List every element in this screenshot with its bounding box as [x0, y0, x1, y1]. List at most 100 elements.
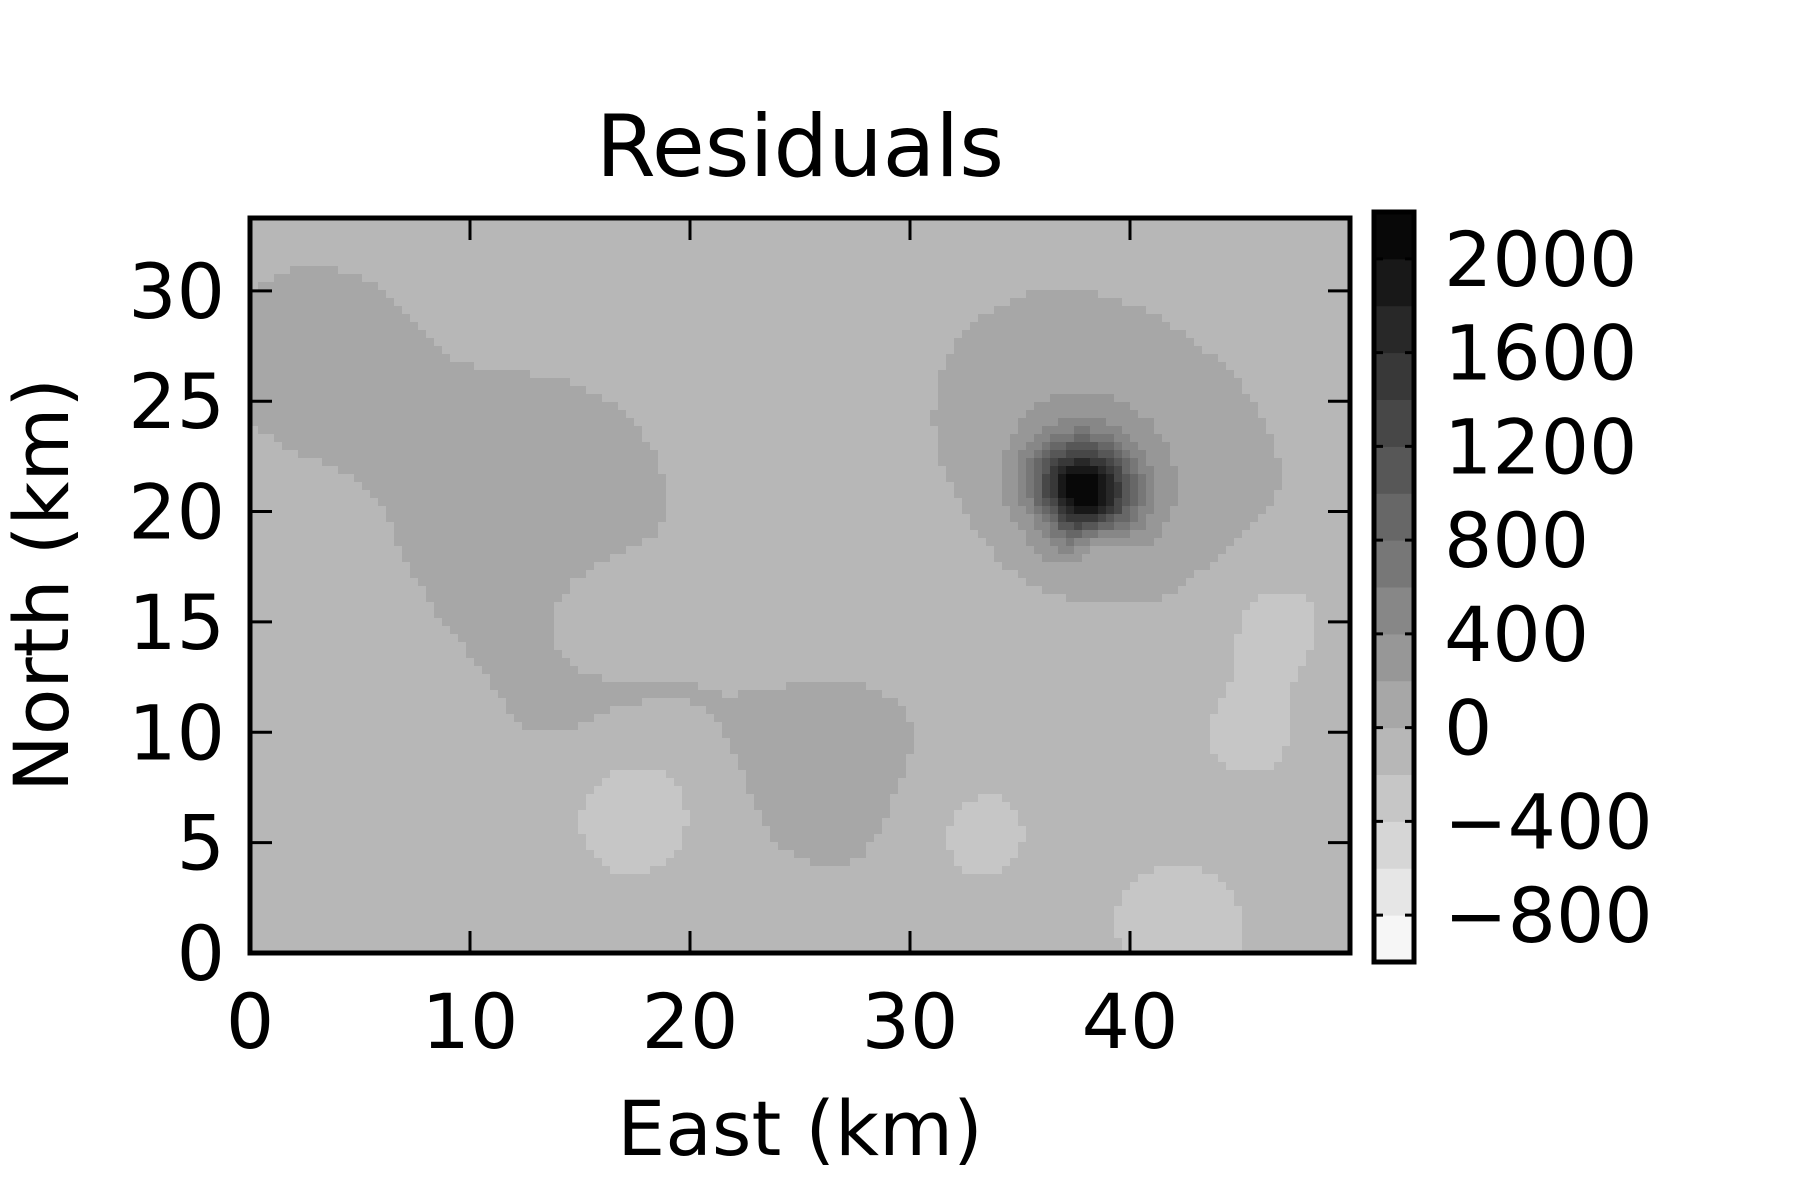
- contour-cell: [682, 226, 691, 235]
- contour-cell: [674, 218, 683, 227]
- contour-cell: [1042, 250, 1051, 259]
- contour-cell: [850, 298, 859, 307]
- contour-cell: [514, 226, 523, 235]
- contour-cell: [450, 370, 459, 379]
- contour-cell: [826, 490, 835, 499]
- contour-cell: [466, 242, 475, 251]
- contour-cell: [594, 490, 603, 499]
- contour-cell: [1330, 314, 1339, 323]
- contour-cell: [602, 226, 611, 235]
- contour-cell: [1122, 298, 1131, 307]
- contour-cell: [266, 306, 275, 315]
- contour-cell: [634, 402, 643, 411]
- contour-cell: [994, 346, 1003, 355]
- contour-cell: [1010, 258, 1019, 267]
- contour-cell: [1338, 466, 1347, 475]
- contour-cell: [882, 418, 891, 427]
- contour-cell: [1186, 370, 1195, 379]
- contour-cell: [258, 266, 267, 275]
- contour-cell: [522, 386, 531, 395]
- contour-cell: [474, 434, 483, 443]
- contour-cell: [298, 242, 307, 251]
- contour-cell: [794, 274, 803, 283]
- contour-cell: [1114, 490, 1123, 499]
- contour-cell: [858, 346, 867, 355]
- contour-cell: [818, 322, 827, 331]
- contour-cell: [898, 474, 907, 483]
- contour-cell: [1330, 410, 1339, 419]
- contour-cell: [1122, 258, 1131, 267]
- contour-cell: [1066, 458, 1075, 467]
- contour-cell: [1082, 450, 1091, 459]
- contour-cell: [1250, 410, 1259, 419]
- contour-cell: [298, 442, 307, 451]
- contour-cell: [1330, 442, 1339, 451]
- contour-cell: [578, 426, 587, 435]
- contour-cell: [682, 410, 691, 419]
- contour-cell: [650, 402, 659, 411]
- contour-cell: [1202, 442, 1211, 451]
- contour-cell: [842, 346, 851, 355]
- contour-cell: [314, 466, 323, 475]
- contour-cell: [762, 354, 771, 363]
- contour-cell: [1106, 290, 1115, 299]
- contour-cell: [522, 290, 531, 299]
- contour-cell: [410, 426, 419, 435]
- contour-cell: [554, 266, 563, 275]
- contour-cell: [674, 322, 683, 331]
- contour-cell: [1010, 458, 1019, 467]
- contour-cell: [466, 282, 475, 291]
- contour-cell: [954, 218, 963, 227]
- contour-cell: [746, 338, 755, 347]
- contour-cell: [330, 442, 339, 451]
- contour-cell: [602, 362, 611, 371]
- contour-cell: [722, 242, 731, 251]
- contour-cell: [1186, 450, 1195, 459]
- contour-cell: [298, 434, 307, 443]
- contour-cell: [1074, 242, 1083, 251]
- contour-cell: [418, 306, 427, 315]
- contour-cell: [714, 402, 723, 411]
- contour-cell: [994, 242, 1003, 251]
- contour-cell: [978, 386, 987, 395]
- contour-cell: [978, 498, 987, 507]
- contour-cell: [1082, 474, 1091, 483]
- contour-cell: [842, 498, 851, 507]
- contour-cell: [610, 474, 619, 483]
- contour-cell: [1218, 402, 1227, 411]
- contour-cell: [1018, 226, 1027, 235]
- contour-cell: [450, 498, 459, 507]
- contour-cell: [962, 442, 971, 451]
- contour-cell: [986, 466, 995, 475]
- contour-cell: [786, 250, 795, 259]
- contour-cell: [1154, 402, 1163, 411]
- contour-cell: [458, 346, 467, 355]
- contour-cell: [1170, 466, 1179, 475]
- contour-cell: [762, 490, 771, 499]
- contour-cell: [938, 450, 947, 459]
- contour-cell: [890, 314, 899, 323]
- contour-cell: [1034, 290, 1043, 299]
- contour-cell: [378, 466, 387, 475]
- contour-cell: [386, 314, 395, 323]
- contour-cell: [554, 490, 563, 499]
- contour-cell: [1074, 426, 1083, 435]
- contour-cell: [426, 490, 435, 499]
- contour-cell: [690, 402, 699, 411]
- contour-cell: [986, 314, 995, 323]
- contour-cell: [906, 258, 915, 267]
- contour-cell: [618, 370, 627, 379]
- contour-cell: [298, 250, 307, 259]
- contour-cell: [1218, 274, 1227, 283]
- contour-cell: [690, 258, 699, 267]
- contour-cell: [442, 490, 451, 499]
- contour-cell: [1146, 418, 1155, 427]
- contour-cell: [546, 498, 555, 507]
- contour-cell: [1042, 258, 1051, 267]
- contour-cell: [538, 426, 547, 435]
- contour-cell: [1274, 434, 1283, 443]
- contour-cell: [1146, 258, 1155, 267]
- contour-cell: [418, 314, 427, 323]
- contour-cell: [994, 274, 1003, 283]
- contour-cell: [1258, 426, 1267, 435]
